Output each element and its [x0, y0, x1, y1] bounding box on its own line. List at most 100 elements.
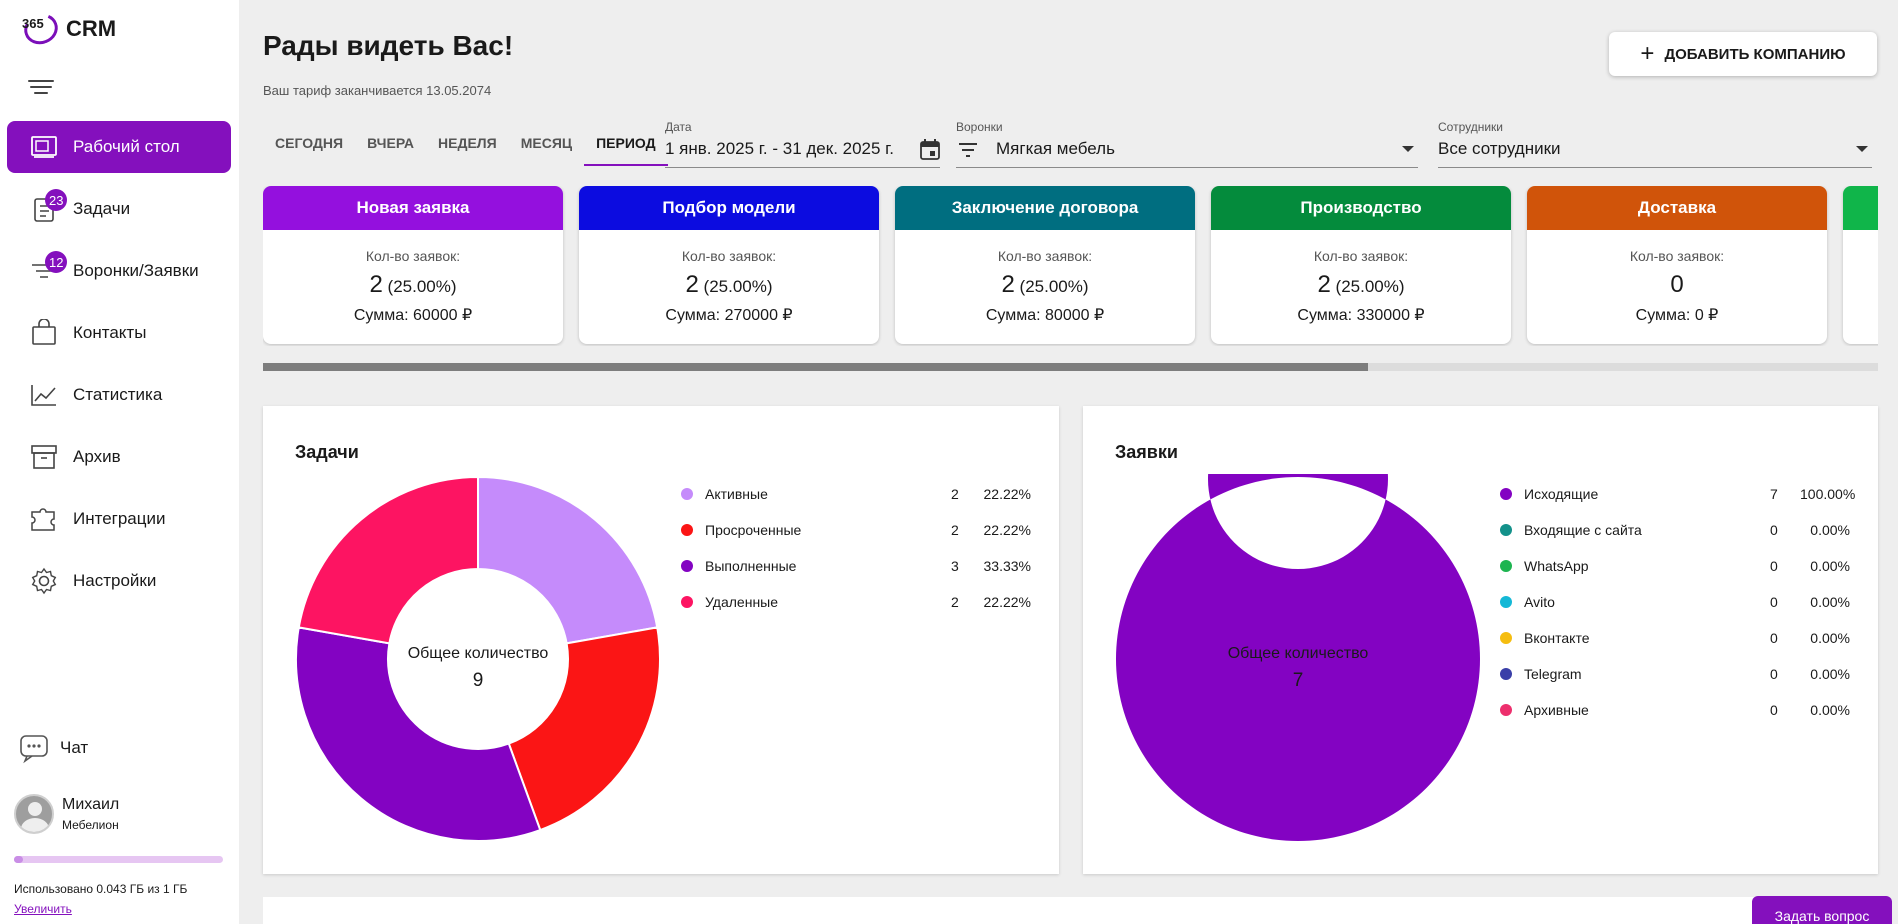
- stage-count-label: Кол-во заявок:: [1629, 248, 1725, 264]
- legend-value: 0: [1770, 702, 1778, 718]
- sidebar-item-funnels[interactable]: 12 Воронки/Заявки: [7, 245, 231, 297]
- calendar-icon[interactable]: [920, 138, 940, 165]
- tab-yesterday[interactable]: ВЧЕРА: [367, 135, 415, 151]
- ask-question-button[interactable]: Задать вопрос: [1752, 896, 1892, 924]
- legend-value: 0: [1770, 666, 1778, 682]
- app-logo[interactable]: 365 CRM: [19, 9, 116, 49]
- scrollbar-thumb[interactable]: [263, 363, 1368, 371]
- stage-card[interactable]: [1843, 186, 1878, 344]
- requests-legend: Исходящие 7 100.00% Входящие с сайта 0 0.00% W…: [1500, 476, 1856, 728]
- sidebar-item-label: Настройки: [73, 571, 157, 590]
- legend-label: Просроченные: [705, 522, 802, 538]
- date-label: Дата: [665, 120, 692, 134]
- chat-icon: [18, 732, 50, 764]
- tab-period[interactable]: ПЕРИОД: [584, 124, 668, 166]
- legend-item[interactable]: WhatsApp 0 0.00%: [1500, 548, 1850, 584]
- stage-title: Доставка: [1527, 186, 1827, 230]
- donut-slice[interactable]: [1116, 474, 1480, 841]
- legend-dot-icon: [681, 488, 693, 500]
- legend-dot-icon: [1500, 668, 1512, 680]
- tab-week[interactable]: НЕДЕЛЯ: [438, 135, 497, 151]
- donut-slice[interactable]: [507, 626, 661, 832]
- sidebar-item-statistics[interactable]: Статистика: [7, 369, 231, 421]
- stage-count: 2: [369, 271, 383, 298]
- stage-count-label: Кол-во заявок:: [681, 248, 777, 264]
- stage-card[interactable]: Заключение договора Кол-во заявок: 2 (25.0…: [895, 186, 1195, 344]
- archive-box-icon: [29, 442, 59, 472]
- legend-dot-icon: [1500, 560, 1512, 572]
- legend-item[interactable]: Выполненные 3 33.33%: [681, 548, 1031, 584]
- requests-panel-title: Заявки: [1115, 442, 1178, 462]
- user-profile[interactable]: Михаил Мебелион: [14, 794, 119, 834]
- stage-title: [1843, 186, 1878, 230]
- legend-item[interactable]: Архивные 0 0.00%: [1500, 692, 1850, 728]
- puzzle-icon: [29, 504, 59, 534]
- sidebar-item-integrations[interactable]: Интеграции: [7, 493, 231, 545]
- funnels-badge: 12: [45, 251, 68, 273]
- sidebar-item-label: Задачи: [73, 199, 131, 218]
- donut-slice[interactable]: [297, 475, 479, 645]
- date-range-field[interactable]: Дата 1 янв. 2025 г. - 31 дек. 2025 г.: [665, 120, 940, 168]
- sidebar-item-dashboard[interactable]: Рабочий стол: [7, 121, 231, 173]
- plus-icon: +: [1640, 40, 1655, 67]
- stage-card[interactable]: Новая заявка Кол-во заявок: 2 (25.00%) Сумм…: [263, 186, 563, 344]
- sidebar-item-label: Рабочий стол: [73, 137, 180, 156]
- funnel-select[interactable]: Воронки Мягкая мебель: [956, 120, 1418, 168]
- stage-sum: Сумма: 330000 ₽: [1297, 307, 1425, 324]
- legend-item[interactable]: Avito 0 0.00%: [1500, 584, 1850, 620]
- stage-title: Подбор модели: [579, 186, 879, 230]
- stage-title: Производство: [1211, 186, 1511, 230]
- increase-storage-link[interactable]: Увеличить: [14, 902, 72, 916]
- desktop-icon: [29, 132, 59, 162]
- funnel-label: Воронки: [956, 120, 1003, 134]
- tab-today[interactable]: СЕГОДНЯ: [275, 135, 344, 151]
- legend-item[interactable]: Входящие с сайта 0 0.00%: [1500, 512, 1850, 548]
- requests-donut-chart: Общее количество 7: [1116, 474, 1480, 841]
- sidebar-item-label: Воронки/Заявки: [73, 261, 199, 280]
- legend-dot-icon: [1500, 524, 1512, 536]
- stage-count-label: Кол-во заявок:: [997, 248, 1093, 264]
- legend-label: WhatsApp: [1524, 558, 1589, 574]
- legend-item[interactable]: Исходящие 7 100.00%: [1500, 476, 1856, 512]
- add-company-label: ДОБАВИТЬ КОМПАНИЮ: [1664, 45, 1846, 63]
- sidebar-item-label: Статистика: [73, 385, 163, 404]
- donut-center-label: Общее количество: [408, 645, 549, 662]
- add-company-button[interactable]: + ДОБАВИТЬ КОМПАНИЮ: [1609, 32, 1877, 76]
- legend-percent: 0.00%: [1810, 702, 1850, 718]
- stage-count: 2: [1317, 271, 1331, 298]
- legend-label: Avito: [1524, 594, 1555, 610]
- stage-card[interactable]: Подбор модели Кол-во заявок: 2 (25.00%) Сум…: [579, 186, 879, 344]
- sidebar: 365 CRM Рабочий стол 23 Задачи 12 Ворон: [0, 0, 239, 924]
- donut-slice[interactable]: [477, 475, 659, 645]
- tasks-badge: 23: [45, 189, 68, 211]
- sidebar-item-tasks[interactable]: 23 Задачи: [7, 183, 231, 235]
- sidebar-item-label: Контакты: [73, 323, 147, 342]
- cards-scrollbar[interactable]: [263, 363, 1878, 371]
- menu-toggle-icon[interactable]: [28, 78, 58, 96]
- tab-month[interactable]: МЕСЯЦ: [520, 135, 573, 151]
- legend-item[interactable]: Активные 2 22.22%: [681, 476, 1031, 512]
- stage-count: 0: [1670, 271, 1684, 298]
- stage-card[interactable]: Доставка Кол-во заявок: 0 Сумма: 0 ₽: [1527, 186, 1827, 344]
- legend-percent: 33.33%: [983, 558, 1031, 574]
- legend-value: 0: [1770, 522, 1778, 538]
- legend-item[interactable]: Удаленные 2 22.22%: [681, 584, 1031, 620]
- sidebar-item-settings[interactable]: Настройки: [7, 555, 231, 607]
- bottom-card: [263, 897, 1878, 924]
- legend-item[interactable]: Вконтакте 0 0.00%: [1500, 620, 1850, 656]
- sidebar-item-contacts[interactable]: Контакты: [7, 307, 231, 359]
- stage-card[interactable]: Производство Кол-во заявок: 2 (25.00%) Сумм…: [1211, 186, 1511, 344]
- chat-button[interactable]: Чат: [18, 732, 88, 764]
- bag-icon: [29, 318, 59, 348]
- legend-value: 2: [951, 594, 959, 610]
- sidebar-item-archive[interactable]: Архив: [7, 431, 231, 483]
- legend-item[interactable]: Просроченные 2 22.22%: [681, 512, 1031, 548]
- legend-percent: 0.00%: [1810, 522, 1850, 538]
- donut-slice[interactable]: [295, 626, 542, 842]
- legend-label: Входящие с сайта: [1524, 522, 1642, 538]
- legend-item[interactable]: Telegram 0 0.00%: [1500, 656, 1850, 692]
- storage-progress-bar: [14, 856, 223, 863]
- legend-percent: 0.00%: [1810, 594, 1850, 610]
- employees-select[interactable]: Сотрудники Все сотрудники: [1438, 120, 1872, 168]
- legend-percent: 100.00%: [1800, 486, 1856, 502]
